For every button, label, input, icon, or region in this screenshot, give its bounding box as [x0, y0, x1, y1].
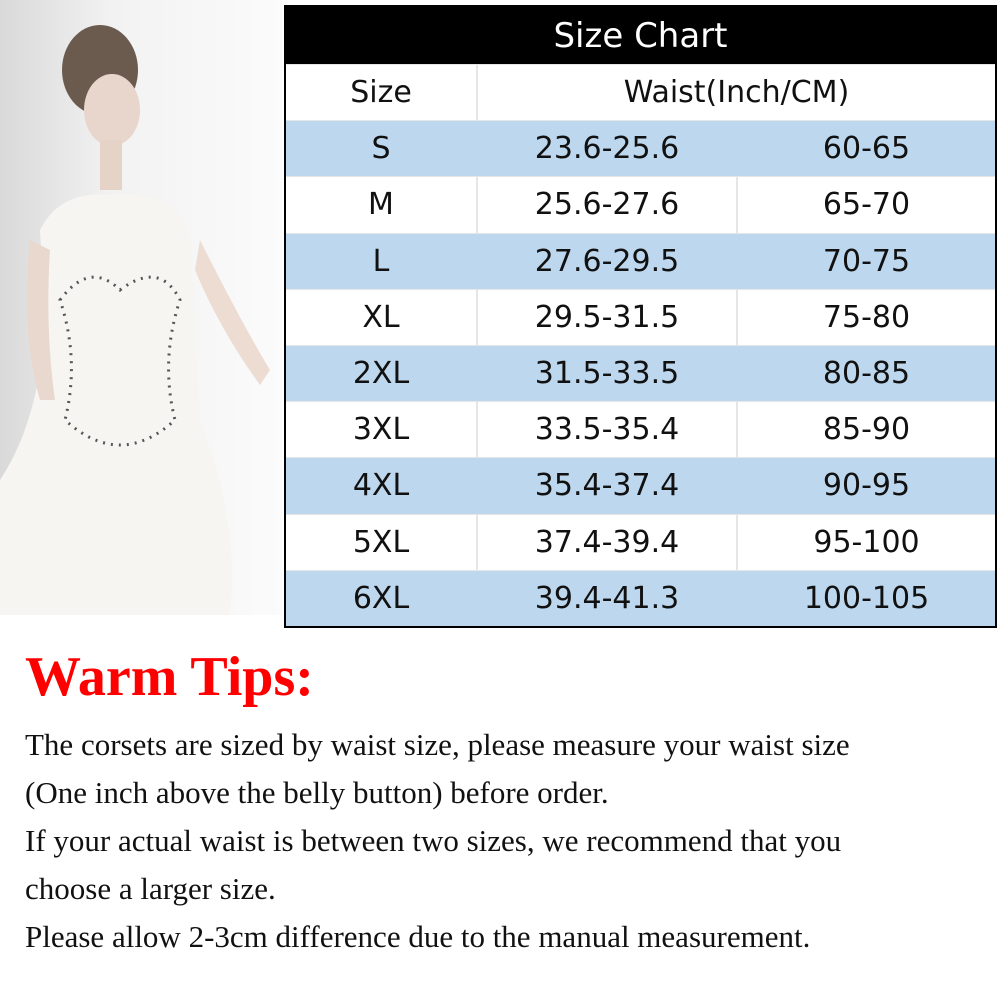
table-row: 3XL 33.5-35.4 85-90	[286, 401, 995, 458]
size-chart-title: Size Chart	[286, 7, 995, 64]
tip-line: Please allow 2-3cm difference due to the…	[25, 919, 811, 954]
size-cell: 2XL	[286, 345, 478, 402]
waist-inch-cell: 23.6-25.6	[478, 121, 738, 177]
size-cell: 4XL	[286, 458, 478, 514]
waist-cm-cell: 65-70	[822, 187, 911, 223]
waist-inch-cell: 31.5-33.5	[478, 345, 738, 402]
warm-tips: Warm Tips: The corsets are sized by wais…	[25, 645, 995, 961]
waist-inch-cell: 27.6-29.5	[478, 233, 738, 289]
waist-inch-cell: 37.4-39.4	[478, 514, 738, 570]
waist-cm-cell: 75-80	[822, 299, 911, 335]
waist-cm-cell: 90-95	[822, 468, 911, 504]
waist-inch-cell: 29.5-31.5	[478, 289, 738, 345]
size-cell: 6XL	[286, 570, 478, 626]
table-row: 2XL 31.5-33.5 80-85	[286, 344, 995, 402]
size-cell: L	[286, 233, 478, 289]
table-row: 5XL 37.4-39.4 95-100	[286, 513, 995, 570]
bride-illustration	[0, 25, 270, 615]
warm-tips-heading: Warm Tips:	[25, 646, 314, 708]
table-row: XL 29.5-31.5 75-80	[286, 288, 995, 345]
size-chart-table: Size Chart Size Waist(Inch/CM) S 23.6-25.…	[284, 5, 997, 628]
waist-cm-cell: 60-65	[822, 131, 911, 167]
table-row: 4XL 35.4-37.4 90-95	[286, 457, 995, 514]
size-cell: 5XL	[286, 514, 478, 570]
size-cell: S	[286, 121, 478, 177]
tip-line: If your actual waist is between two size…	[25, 823, 842, 858]
waist-inch-cell: 33.5-35.4	[478, 402, 738, 458]
waist-inch-cell: 25.6-27.6	[478, 177, 738, 233]
waist-cm-cell: 100-105	[803, 580, 930, 616]
waist-inch-cell: 35.4-37.4	[478, 458, 738, 514]
tip-line: The corsets are sized by waist size, ple…	[25, 727, 850, 762]
size-cell: M	[286, 177, 478, 233]
table-row: L 27.6-29.5 70-75	[286, 232, 995, 289]
table-row: M 25.6-27.6 65-70	[286, 176, 995, 233]
size-cell: 3XL	[286, 402, 478, 458]
waist-inch-cell: 39.4-41.3	[478, 570, 738, 626]
table-header-row: Size Waist(Inch/CM)	[286, 64, 995, 121]
waist-cm-cell: 80-85	[822, 356, 911, 392]
table-row: S 23.6-25.6 60-65	[286, 120, 995, 177]
waist-cm-cell: 95-100	[813, 524, 920, 560]
model-photo	[0, 0, 282, 615]
table-row: 6XL 39.4-41.3 100-105	[286, 569, 995, 626]
tip-line: choose a larger size.	[25, 871, 276, 906]
header-waist: Waist(Inch/CM)	[623, 75, 850, 111]
waist-cm-cell: 70-75	[822, 243, 911, 279]
size-cell: XL	[286, 289, 478, 345]
tip-line: (One inch above the belly button) before…	[25, 775, 609, 810]
waist-cm-cell: 85-90	[822, 412, 911, 448]
header-size: Size	[286, 65, 478, 121]
